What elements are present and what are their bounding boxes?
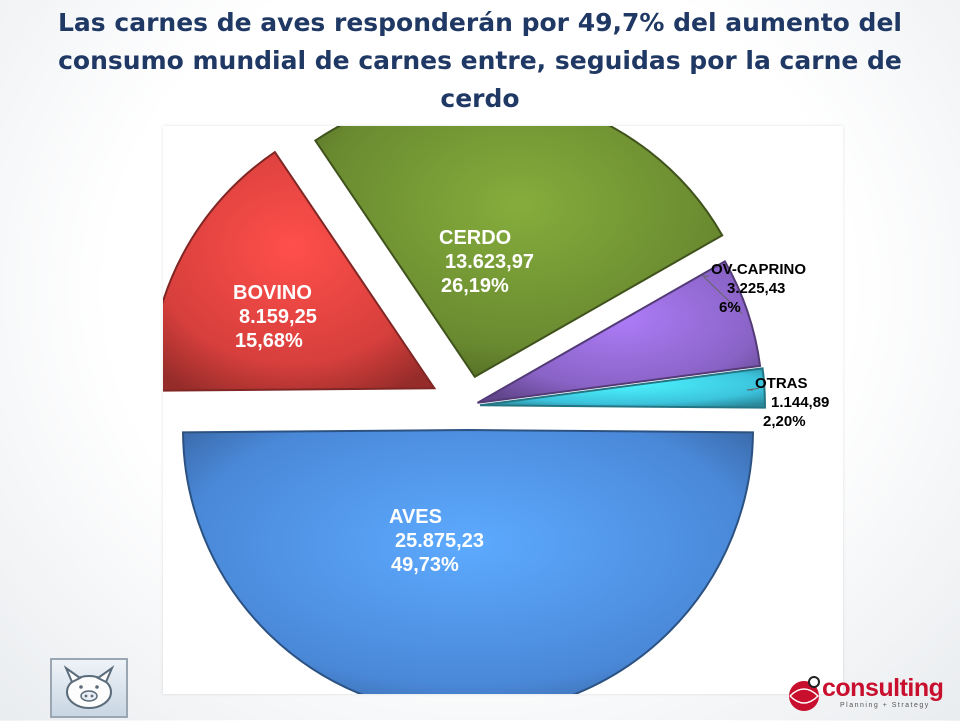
- slice-label-otras: OTRAS: [755, 375, 808, 392]
- pie-slice-bovino: [163, 150, 437, 392]
- chart-panel: AVES 25.875,23 49,73% BOVINO 8.159,25 15,68% C…: [163, 126, 843, 694]
- pie-slice-aves: [182, 428, 754, 694]
- slice-value-bovino: 8.159,25: [239, 306, 317, 328]
- pie-slice-ov-caprino: [476, 259, 762, 404]
- page-title: Las carnes de aves responderán por 49,7%…: [58, 8, 902, 113]
- slice-value-ov-caprino: 3.225,43: [727, 280, 785, 297]
- slice-value-cerdo: 13.623,97: [445, 251, 534, 273]
- slice-percent-bovino: 15,68%: [235, 330, 303, 352]
- slice-label-bovino: BOVINO: [233, 282, 312, 304]
- consulting-tagline: Planning + Strategy: [840, 702, 930, 709]
- pie-slice-otras: [479, 367, 766, 409]
- slice-percent-otras: 2,20%: [763, 413, 806, 430]
- consulting-brand: consulting: [822, 674, 944, 702]
- slice-label-cerdo: CERDO: [439, 227, 511, 249]
- globe-icon: [789, 676, 820, 711]
- slice-percent-cerdo: 26,19%: [441, 275, 509, 297]
- slice-percent-ov-caprino: 6%: [719, 299, 741, 316]
- slice-value-aves: 25.875,23: [395, 530, 484, 552]
- leader-line-otras: [746, 387, 759, 391]
- pie-slice-cerdo: [313, 126, 724, 379]
- slice-value-otras: 1.144,89: [771, 394, 829, 411]
- slice-label-ov-caprino: OV-CAPRINO: [711, 261, 806, 278]
- leader-line-ov-caprino: [701, 275, 743, 315]
- slice-percent-aves: 49,73%: [391, 554, 459, 576]
- consulting-logo: consulting Planning + Strategy: [782, 664, 944, 716]
- pig-logo-icon: [50, 658, 128, 718]
- slice-label-aves: AVES: [389, 506, 442, 528]
